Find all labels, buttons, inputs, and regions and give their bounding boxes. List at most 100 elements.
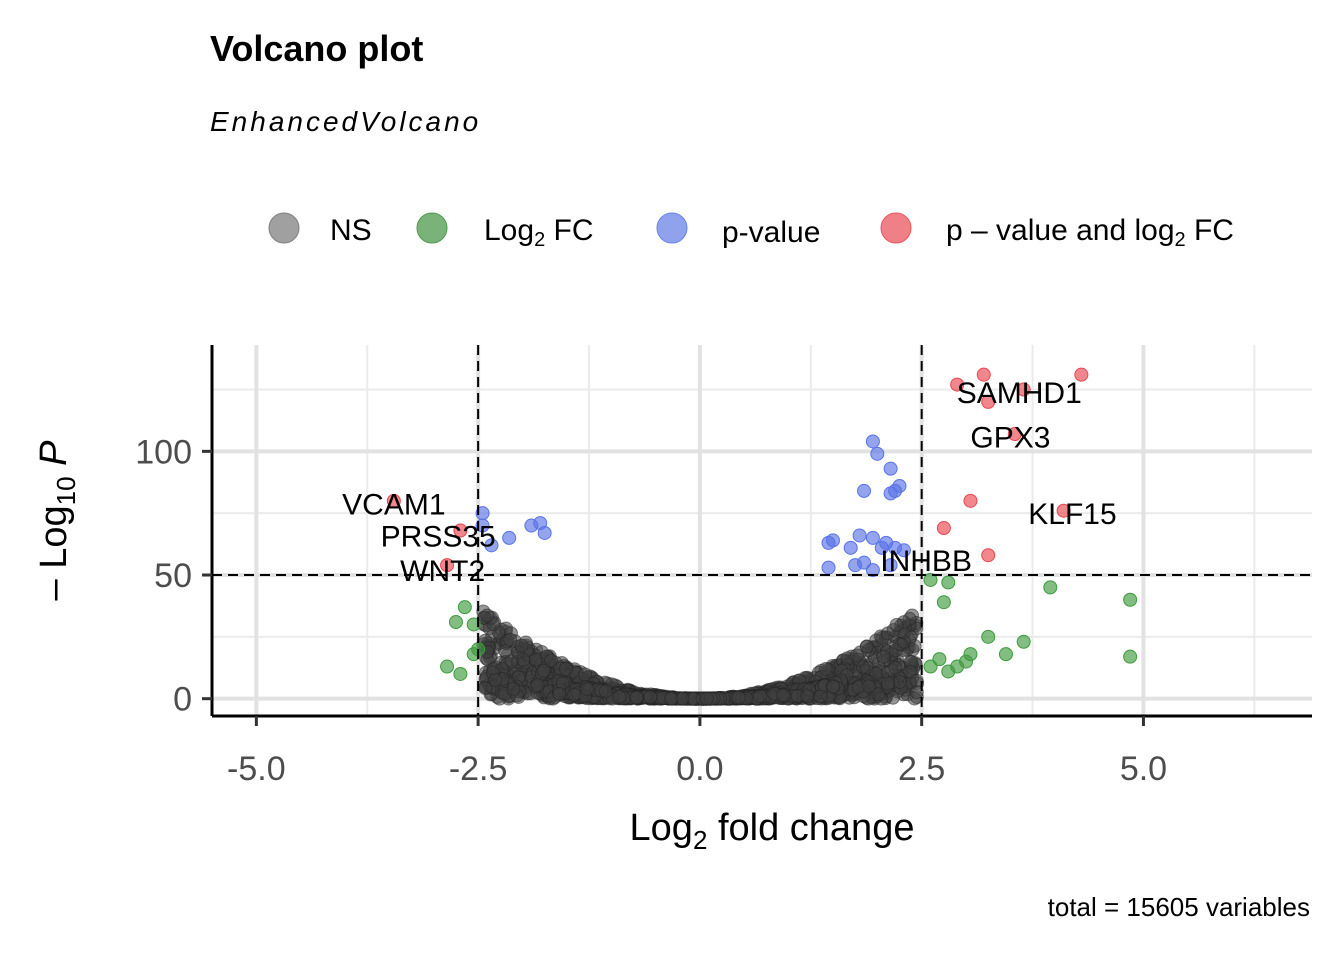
ns-point [530, 678, 545, 693]
point-pfc [936, 521, 951, 536]
ns-point [699, 691, 714, 706]
legend-label-pfc: p – value and log2 FC [946, 214, 1234, 251]
legend-key-p [656, 212, 688, 244]
point-pfc [440, 558, 455, 573]
gene-label-vcam1: VCAM1 [342, 488, 445, 521]
point-fc [998, 647, 1013, 662]
point-p [537, 525, 552, 540]
chart-title: Volcano plot [210, 28, 424, 69]
point-p [852, 528, 867, 543]
point-p [865, 563, 880, 578]
ns-point [536, 664, 551, 679]
legend-key-pfc [880, 212, 912, 244]
point-fc [981, 629, 996, 644]
legend: NS Log2 FC p-value p – value and log2 FC [268, 212, 1234, 251]
cutoff-lines [212, 345, 1312, 716]
ns-point [881, 676, 896, 691]
point-pfc [976, 367, 991, 382]
ns-point [503, 632, 518, 647]
point-p [888, 483, 903, 498]
ns-point [544, 653, 559, 668]
ns-point [871, 687, 886, 702]
y-tick-label: 0 [173, 681, 192, 719]
chart-subtitle: EnhancedVolcano [210, 106, 482, 137]
ns-point [775, 688, 790, 703]
ns-point [885, 690, 900, 705]
ns-point [558, 661, 573, 676]
point-fc [923, 572, 938, 587]
ns-point [480, 608, 495, 623]
y-tick-label: 100 [135, 433, 192, 471]
ns-point [753, 689, 768, 704]
point-pfc [950, 377, 965, 392]
point-p [484, 538, 499, 553]
significant-points [386, 367, 1138, 681]
x-tick-label: 2.5 [898, 750, 945, 788]
point-p [524, 518, 539, 533]
chart-caption: total = 15605 variables [1047, 892, 1310, 922]
gene-label-prss35: PRSS35 [381, 520, 496, 553]
x-tick-label: 0.0 [676, 750, 723, 788]
point-fc [1123, 592, 1138, 607]
point-p [883, 461, 898, 476]
ns-point [888, 660, 903, 675]
point-fc [457, 600, 472, 615]
ns-point [675, 691, 690, 706]
ns-point [580, 681, 595, 696]
point-p [883, 558, 898, 573]
ns-point [800, 689, 815, 704]
ns-point [876, 649, 891, 664]
ns-point [859, 639, 874, 654]
point-p [821, 560, 836, 575]
ns-point [889, 617, 904, 632]
ns-point [643, 690, 658, 705]
point-p [857, 483, 872, 498]
point-pfc [1056, 503, 1071, 518]
ns-point [892, 674, 907, 689]
ns-point [552, 686, 567, 701]
point-pfc [386, 493, 401, 508]
point-p [870, 446, 885, 461]
ns-point [818, 661, 833, 676]
y-axis-title: – Log10 P [33, 440, 81, 601]
ns-point [506, 681, 521, 696]
legend-label-fc: Log2 FC [484, 214, 594, 251]
ns-point [731, 690, 746, 705]
axes: -5.0 -2.5 0.0 2.5 5.0 0 50 100 Log2 fold change –… [33, 345, 1312, 855]
point-fc [1043, 580, 1058, 595]
point-pfc [981, 548, 996, 563]
point-fc [1016, 634, 1031, 649]
point-pfc [981, 394, 996, 409]
ns-point [598, 684, 613, 699]
gene-label-wnt2: WNT2 [400, 555, 485, 588]
point-p [502, 530, 517, 545]
gene-label-klf15: KLF15 [1028, 498, 1116, 531]
point-p [865, 530, 880, 545]
point-fc [453, 666, 468, 681]
legend-label-ns: NS [330, 214, 372, 247]
point-pfc [1016, 382, 1031, 397]
ns-point [528, 652, 543, 667]
ns-point [826, 680, 841, 695]
point-p [843, 540, 858, 555]
x-axis-title: Log2 fold change [630, 807, 915, 855]
ns-point [514, 638, 529, 653]
legend-key-fc [416, 212, 448, 244]
point-p [475, 518, 490, 533]
point-pfc [1074, 367, 1089, 382]
gene-label-gpx3: GPX3 [970, 422, 1050, 455]
point-p [825, 533, 840, 548]
point-fc [1123, 649, 1138, 664]
ns-point [629, 690, 644, 705]
point-fc [963, 647, 978, 662]
legend-label-p: p-value [722, 216, 820, 249]
x-tick-label: -5.0 [227, 750, 286, 788]
y-tick-label: 50 [154, 557, 192, 595]
x-tick-label: 5.0 [1120, 750, 1167, 788]
point-fc [440, 659, 455, 674]
ns-point [813, 689, 828, 704]
point-p [896, 543, 911, 558]
ns-point [578, 667, 593, 682]
